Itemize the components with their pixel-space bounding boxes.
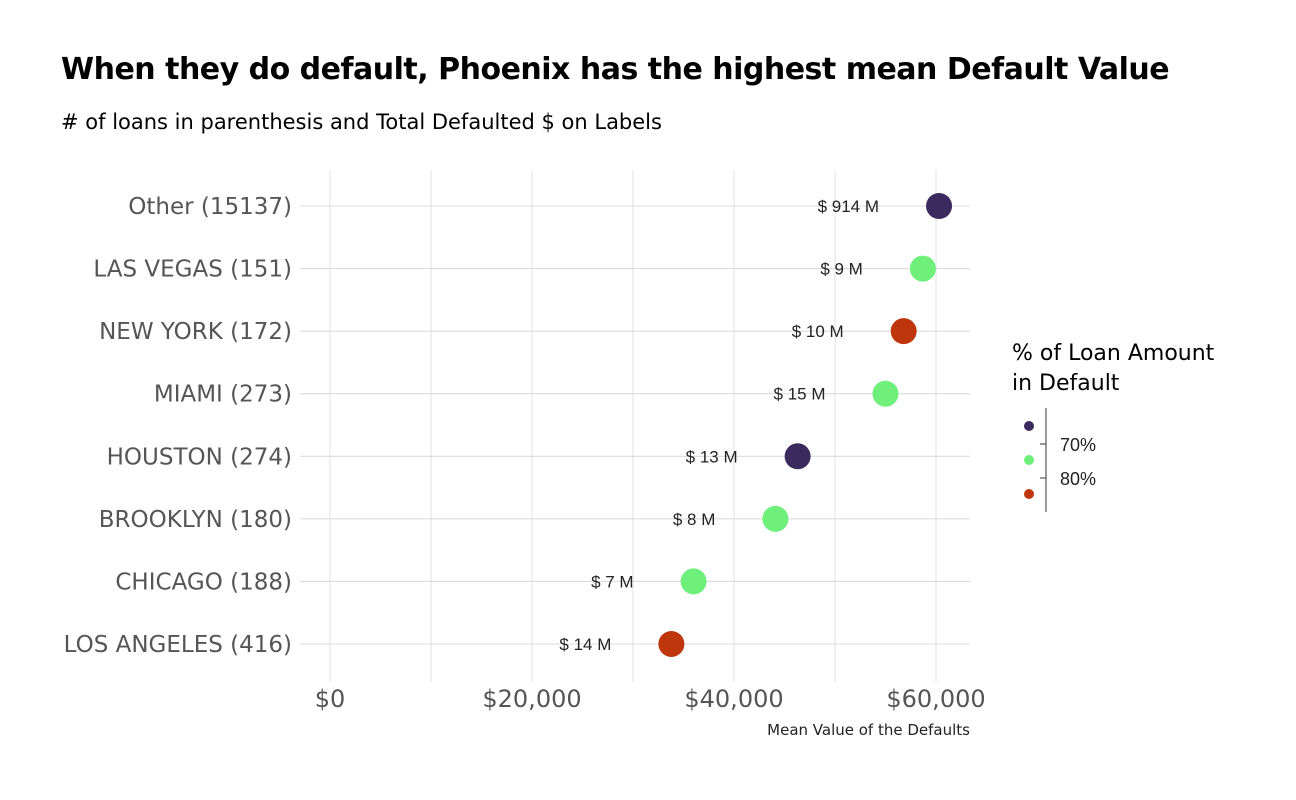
data-labels: $ 914 M $ 9 M $ 10 M $ 15 M $ 13 M $ 8 M $ 7 M… bbox=[559, 197, 879, 654]
data-label: $ 10 M bbox=[792, 322, 844, 341]
data-point bbox=[909, 255, 936, 282]
category-label: LOS ANGELES (416) bbox=[64, 632, 292, 658]
x-tick-label: $20,000 bbox=[482, 685, 581, 713]
data-point bbox=[658, 630, 685, 657]
data-label: $ 914 M bbox=[818, 197, 879, 216]
data-label: $ 14 M bbox=[559, 635, 611, 654]
x-tick-label: $40,000 bbox=[684, 685, 783, 713]
grid-lines bbox=[300, 170, 970, 682]
data-point bbox=[890, 318, 917, 345]
x-tick-label: $60,000 bbox=[886, 685, 985, 713]
data-point bbox=[680, 568, 707, 595]
x-tick-label: $0 bbox=[315, 685, 346, 713]
data-point bbox=[926, 193, 953, 219]
legend-label-80: 80% bbox=[1060, 469, 1096, 489]
data-point bbox=[872, 380, 899, 407]
x-tick-labels: $0 $20,000 $40,000 $60,000 bbox=[315, 685, 986, 713]
category-label: LAS VEGAS (151) bbox=[93, 257, 292, 283]
legend-swatch bbox=[1024, 489, 1034, 499]
category-label: HOUSTON (274) bbox=[107, 444, 292, 470]
data-label: $ 9 M bbox=[820, 260, 863, 279]
chart-subtitle: # of loans in parenthesis and Total Defa… bbox=[61, 110, 662, 134]
legend-title-line-1: % of Loan Amount bbox=[1012, 341, 1215, 366]
data-label: $ 15 M bbox=[774, 385, 826, 404]
category-label: NEW YORK (172) bbox=[99, 319, 292, 345]
legend-title-line-2: in Default bbox=[1012, 371, 1120, 396]
chart-title: When they do default, Phoenix has the hi… bbox=[61, 52, 1170, 87]
data-label: $ 13 M bbox=[686, 447, 738, 466]
category-label: Other (15137) bbox=[128, 194, 292, 220]
legend-swatch bbox=[1024, 455, 1034, 465]
legend-label-70: 70% bbox=[1060, 435, 1096, 455]
legend-swatch bbox=[1024, 421, 1034, 431]
category-label: BROOKLYN (180) bbox=[99, 507, 292, 533]
data-label: $ 8 M bbox=[673, 510, 716, 529]
category-labels: Other (15137) LAS VEGAS (151) NEW YORK (17… bbox=[64, 194, 292, 658]
data-points bbox=[658, 193, 953, 657]
legend: % of Loan Amount in Default 70% 80% bbox=[1012, 341, 1215, 512]
x-axis-title: Mean Value of the Defaults bbox=[767, 721, 970, 739]
data-label: $ 7 M bbox=[591, 572, 634, 591]
category-label: MIAMI (273) bbox=[154, 382, 292, 408]
category-label: CHICAGO (188) bbox=[115, 569, 292, 595]
data-point bbox=[784, 443, 811, 470]
data-point bbox=[762, 505, 789, 532]
